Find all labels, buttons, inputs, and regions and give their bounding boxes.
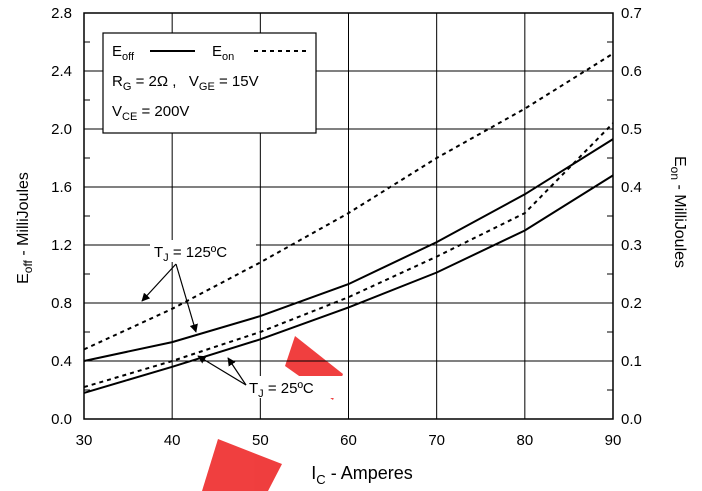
y-right-tick-labels: 0.0 0.1 0.2 0.3 0.4 0.5 0.6 0.7 xyxy=(621,5,642,428)
y-right-tick-label: 0.7 xyxy=(621,5,642,22)
plot-frame xyxy=(83,12,614,420)
y-right-tick-label: 0.4 xyxy=(621,179,642,196)
annotation-tj-125-arrow-2 xyxy=(175,263,198,333)
y-right-axis-title-rest: - MilliJoules xyxy=(671,180,688,268)
series-line-eoff-tj-125 xyxy=(83,138,614,362)
annotation-tj-25-arrow-2 xyxy=(197,355,247,386)
y-right-axis-title-main: E xyxy=(671,156,688,167)
y-left-tick-label: 2.8 xyxy=(51,5,72,22)
legend-condition-vce: VCE = 200V xyxy=(112,103,189,123)
series-line-eon-tj-125 xyxy=(83,52,614,351)
y-left-tick-label: 2.0 xyxy=(51,121,72,138)
x-tick-label: 50 xyxy=(252,432,269,449)
x-tick-label: 90 xyxy=(605,432,622,449)
y-right-tick-label: 0.0 xyxy=(621,411,642,428)
y-left-tick-label: 0.8 xyxy=(51,295,72,312)
x-axis-title-main: I xyxy=(311,463,316,483)
series-layer xyxy=(83,52,614,394)
legend-entry-eon: Eon xyxy=(212,43,234,63)
annotation-tj-25-label: TJ = 25ºC xyxy=(249,380,314,400)
y-left-axis-title-sub: off xyxy=(21,259,35,273)
annotation-tj-25-box xyxy=(246,376,344,398)
x-tick-label: 40 xyxy=(164,432,181,449)
y-left-tick-label: 1.2 xyxy=(51,237,72,254)
y-left-tick-label: 2.4 xyxy=(51,63,72,80)
legend-entry-eoff: Eoff xyxy=(112,43,135,63)
y-right-tick-label: 0.1 xyxy=(621,353,642,370)
y-left-axis-title-main: E xyxy=(15,273,32,284)
legend-condition-rg-vge: RG = 2Ω , VGE = 15V xyxy=(112,73,259,93)
y-right-axis-title: Eon - MilliJoules xyxy=(668,156,688,268)
y-right-axis-title-sub: on xyxy=(668,167,682,180)
x-tick-label: 70 xyxy=(428,432,445,449)
watermark-logo xyxy=(202,336,343,491)
series-line-eoff-tj-25 xyxy=(83,174,614,394)
y-right-tick-label: 0.5 xyxy=(621,121,642,138)
annotation-tj-25-arrow-1 xyxy=(227,357,247,386)
annotation-tj-125: TJ = 125ºC xyxy=(141,240,256,333)
x-axis-title-rest: - Amperes xyxy=(326,463,413,483)
x-tick-label: 80 xyxy=(516,432,533,449)
annotation-tj-125-label: TJ = 125ºC xyxy=(154,244,227,264)
x-axis-title-sub: C xyxy=(316,472,325,487)
y-left-tick-label: 0.4 xyxy=(51,353,72,370)
x-axis-title: IC - Amperes xyxy=(311,463,412,487)
legend-box xyxy=(102,32,317,134)
series-line-eon-tj-25 xyxy=(83,122,614,389)
annotation-tj-125-arrow-1 xyxy=(141,263,177,302)
x-tick-labels: 30 40 50 60 70 80 90 xyxy=(76,432,622,449)
y-left-tick-label: 1.6 xyxy=(51,179,72,196)
legend: Eoff Eon RG = 2Ω , VGE = 15V VCE = 200V xyxy=(102,32,317,134)
x-tick-label: 60 xyxy=(340,432,357,449)
annotation-tj-25: TJ = 25ºC xyxy=(197,355,344,400)
y-right-tick-label: 0.2 xyxy=(621,295,642,312)
y-right-tick-label: 0.3 xyxy=(621,237,642,254)
annotation-tj-125-box xyxy=(150,240,256,262)
y-left-axis-title-rest: - MilliJoules xyxy=(15,172,32,260)
y-left-tick-label: 0.0 xyxy=(51,411,72,428)
y-left-axis-title: Eoff - MilliJoules xyxy=(15,172,35,284)
y-left-tick-labels: 0.0 0.4 0.8 1.2 1.6 2.0 2.4 2.8 xyxy=(51,5,72,428)
x-tick-label: 30 xyxy=(76,432,93,449)
y-right-tick-label: 0.6 xyxy=(621,63,642,80)
